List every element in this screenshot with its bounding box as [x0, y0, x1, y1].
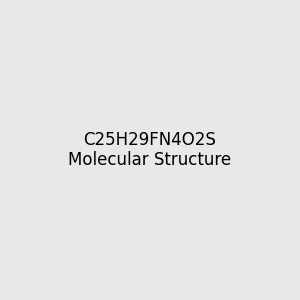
Text: C25H29FN4O2S
Molecular Structure: C25H29FN4O2S Molecular Structure [68, 130, 232, 170]
